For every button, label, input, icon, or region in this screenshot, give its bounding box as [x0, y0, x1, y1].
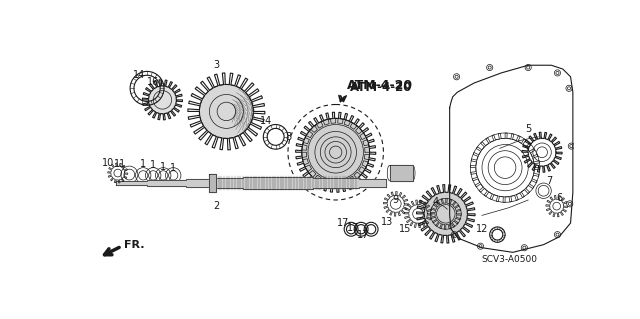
Text: 10: 10 [102, 158, 115, 168]
Polygon shape [243, 177, 312, 189]
Text: ATM-4-20: ATM-4-20 [349, 81, 412, 94]
Text: SCV3-A0500: SCV3-A0500 [481, 255, 537, 263]
Polygon shape [186, 179, 216, 187]
Text: 17: 17 [337, 218, 349, 228]
Text: 16: 16 [147, 77, 159, 87]
Text: 1: 1 [170, 163, 176, 173]
Text: 14: 14 [260, 116, 273, 126]
Text: ATM-4-20: ATM-4-20 [346, 79, 413, 92]
Polygon shape [302, 118, 369, 186]
Text: 17: 17 [357, 230, 370, 240]
Text: 12: 12 [476, 224, 488, 234]
Text: FR.: FR. [124, 240, 145, 250]
Text: 5: 5 [525, 124, 531, 134]
Polygon shape [424, 192, 467, 235]
Text: 2: 2 [213, 201, 220, 211]
Polygon shape [390, 165, 413, 181]
Text: 11: 11 [114, 159, 126, 169]
Polygon shape [216, 178, 243, 189]
Text: 1: 1 [140, 159, 147, 169]
Polygon shape [312, 178, 359, 189]
Text: 13: 13 [381, 217, 394, 226]
Text: 9: 9 [393, 195, 399, 205]
Text: 7: 7 [547, 176, 553, 187]
Text: 6: 6 [556, 193, 562, 204]
Polygon shape [148, 86, 176, 114]
Text: 15: 15 [399, 224, 411, 234]
Polygon shape [209, 174, 216, 192]
Polygon shape [116, 181, 147, 185]
Text: 14: 14 [133, 70, 145, 80]
Polygon shape [200, 85, 253, 138]
Text: 8: 8 [285, 132, 291, 142]
Text: 1: 1 [160, 162, 166, 172]
Polygon shape [147, 180, 186, 186]
Text: 4: 4 [433, 197, 439, 206]
Text: 3: 3 [213, 60, 220, 70]
Polygon shape [359, 179, 386, 187]
Text: 1: 1 [150, 160, 156, 170]
Text: 17: 17 [348, 224, 360, 234]
